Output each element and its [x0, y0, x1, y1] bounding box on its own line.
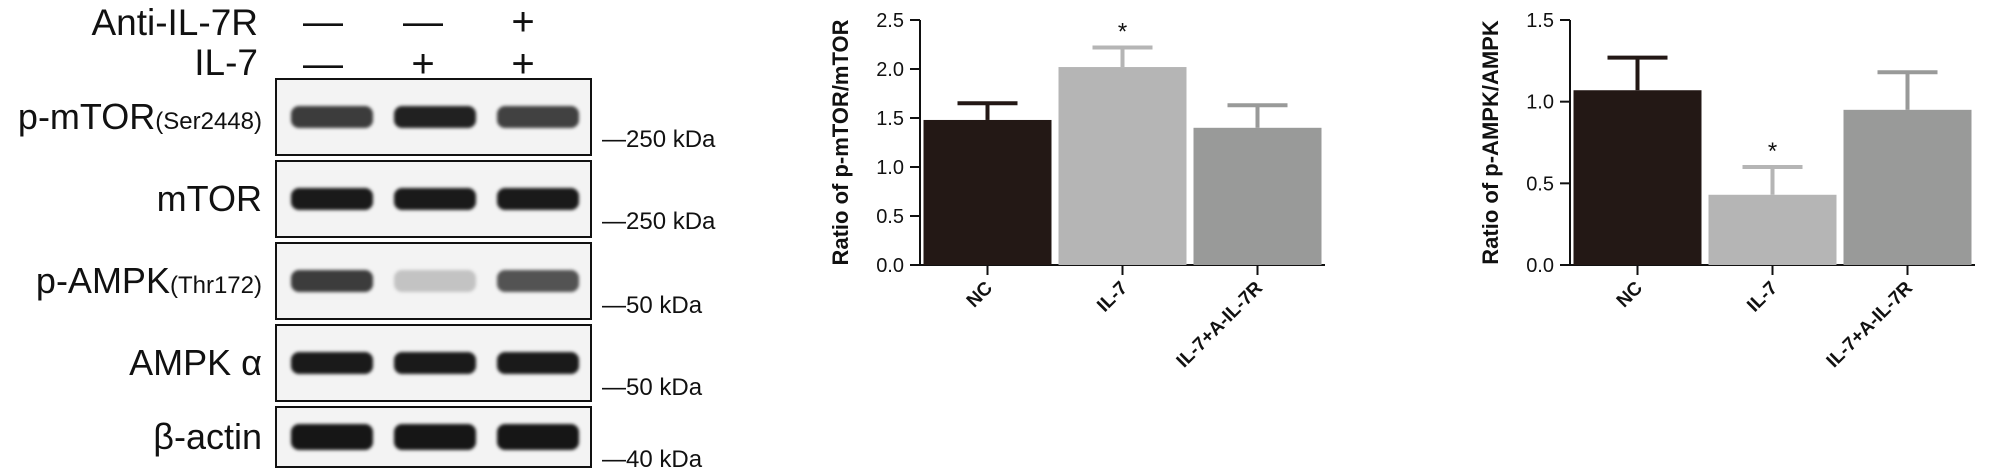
band	[497, 188, 579, 210]
marker-mtor: —250 kDa	[602, 208, 716, 235]
bar-NC	[1573, 90, 1702, 265]
row-sub-label: (Ser2448)	[155, 108, 262, 135]
blot-strip-p-ampk	[275, 242, 592, 320]
chart-p-ampk-ratio: 0.0 0.5 1.0 1.5 NC IL-7 IL-7+A-IL-7R * Ratio …	[1478, 10, 1975, 372]
marker-p-mtor: —250 kDa	[602, 126, 716, 153]
y-axis-label: Ratio of p-mTOR/mTOR	[828, 19, 853, 265]
x-tick-label: NC	[1613, 277, 1647, 311]
row-sub-label: (Thr172)	[169, 272, 262, 299]
chart-p-mtor-ratio: 0.00.51.01.52.02.5 NC IL-7 IL-7+A-IL-7R * …	[828, 10, 1325, 372]
blot-strip-p-mtor	[275, 78, 592, 156]
bar-IL-7	[1708, 194, 1837, 265]
blot-row-label-ampk-alpha: AMPK α	[129, 342, 262, 383]
bar-IL-7	[1058, 67, 1187, 265]
band	[394, 188, 476, 210]
band	[394, 352, 476, 374]
band	[394, 106, 476, 128]
sign-il7-lane1: —	[303, 42, 343, 86]
header-label-anti-il7r: Anti-IL-7R	[91, 2, 258, 43]
bar-NC	[923, 119, 1052, 266]
band	[394, 270, 476, 292]
marker-ampk-alpha: —50 kDa	[602, 374, 703, 401]
y-axis: 0.0 0.5 1.0 1.5	[1526, 10, 1571, 277]
x-tick-label: IL-7	[1743, 278, 1782, 317]
x-tick-label: NC	[963, 277, 997, 311]
bar-series: *	[1573, 55, 1972, 265]
bar-IL-7+A-IL-7R	[1193, 127, 1322, 265]
x-tick-label: IL-7+A-IL-7R	[1173, 277, 1268, 372]
band	[291, 424, 373, 450]
bar-IL-7+A-IL-7R	[1843, 109, 1972, 265]
marker-p-ampk: —50 kDa	[602, 292, 703, 319]
blot-row-label-beta-actin: β-actin	[153, 416, 262, 457]
bar-series: *	[923, 18, 1322, 266]
blot-row-label-mtor: mTOR	[156, 178, 262, 219]
band	[291, 270, 373, 292]
sign-anti-il7r-lane3: +	[511, 0, 535, 44]
band	[291, 188, 373, 210]
band	[497, 424, 579, 450]
blot-strip-ampk-alpha	[275, 324, 592, 402]
band	[394, 424, 476, 450]
blot-row-label-p-ampk: p-AMPK(Thr172)	[35, 260, 262, 301]
sign-anti-il7r-lane2: —	[403, 0, 443, 44]
sign-il7-lane2: +	[411, 42, 435, 86]
y-tick-label: 0.5	[876, 206, 904, 228]
band	[291, 106, 373, 128]
y-tick-label: 2.0	[876, 59, 904, 81]
y-tick-label: 1.5	[876, 108, 904, 130]
y-axis: 0.0 0.5 1.0 1.5 2.0 2.5	[876, 10, 921, 277]
band	[291, 352, 373, 374]
y-tick-label: 0.0	[876, 255, 904, 277]
blot-strip-mtor	[275, 160, 592, 238]
x-tick-label: IL-7+A-IL-7R	[1823, 277, 1918, 372]
band	[497, 270, 579, 292]
x-axis: NC IL-7 IL-7+A-IL-7R	[920, 264, 1325, 372]
marker-beta-actin: —40 kDa	[602, 446, 703, 473]
significance-marker: *	[1768, 138, 1777, 165]
significance-marker: *	[1118, 18, 1127, 45]
band	[497, 352, 579, 374]
y-tick-label: 1.0	[1526, 92, 1554, 114]
y-tick-label: 0.0	[1526, 255, 1554, 277]
x-axis: NC IL-7 IL-7+A-IL-7R	[1570, 264, 1975, 372]
band	[497, 106, 579, 128]
y-tick-label: 1.0	[876, 157, 904, 179]
blot-strip-beta-actin	[275, 406, 592, 468]
blot-row-label-p-mtor: p-mTOR(Ser2448)	[17, 96, 262, 137]
y-tick-label: 0.5	[1526, 173, 1554, 195]
sign-anti-il7r-lane1: —	[303, 0, 343, 44]
y-tick-label: 1.5	[1526, 10, 1554, 32]
y-tick-label: 2.5	[876, 10, 904, 32]
x-tick-label: IL-7	[1093, 278, 1132, 317]
sign-il7-lane3: +	[511, 42, 535, 86]
header-label-il7: IL-7	[194, 42, 258, 83]
y-axis-label: Ratio of p-AMPK/AMPK	[1478, 20, 1503, 265]
